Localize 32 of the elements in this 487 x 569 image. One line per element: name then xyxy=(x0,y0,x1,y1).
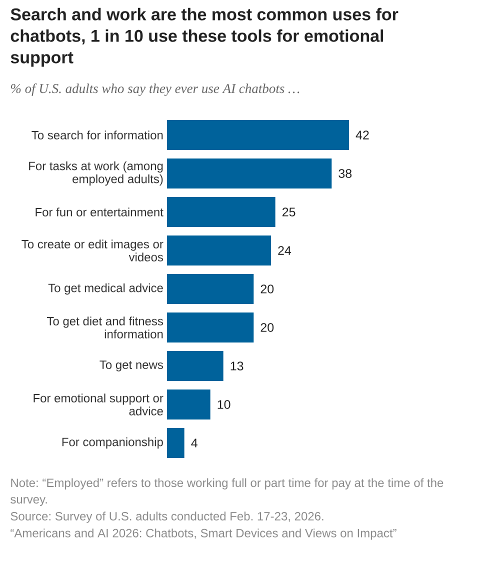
y-tick-label: To create or edit images or videos xyxy=(22,240,164,262)
y-tick-label: To search for information xyxy=(32,130,163,140)
chart-subtitle: % of U.S. adults who say they ever use AI chatbots … xyxy=(10,83,300,96)
bar xyxy=(167,158,332,189)
bar xyxy=(167,120,349,150)
text: Note: “Employed” refers to those working full or part time for pay at the time of the survey. xyxy=(10,478,444,506)
data-label: 20 xyxy=(260,284,274,294)
bar xyxy=(167,236,271,266)
bar xyxy=(167,351,224,382)
y-tick-label: For fun or entertainment xyxy=(36,208,164,216)
y-tick-label: For companionship xyxy=(62,437,163,449)
data-label: 42 xyxy=(356,130,369,140)
bar xyxy=(167,197,276,227)
bar xyxy=(167,428,184,458)
bar xyxy=(167,274,254,304)
bar xyxy=(167,312,254,343)
data-label: 25 xyxy=(282,208,296,216)
data-label: 38 xyxy=(338,169,352,178)
y-tick-label: To get news xyxy=(100,360,164,372)
data-label: 20 xyxy=(260,323,274,332)
chart-title: Search and work are the most common uses for chatbots, 1 in 10 use these tools for emotional support xyxy=(10,8,398,67)
y-tick-label: To get medical advice xyxy=(48,283,163,295)
data-label: 13 xyxy=(230,362,244,370)
data-label: 4 xyxy=(191,438,198,448)
y-tick-label: For tasks at work (among employed adults) xyxy=(29,161,163,186)
bar xyxy=(167,390,210,420)
data-label: 10 xyxy=(218,400,230,409)
y-tick-label: To get diet and fitness information xyxy=(46,316,164,338)
source-note: Source: Survey of U.S. adults conducted Feb. 17-23, 2026. xyxy=(10,512,324,523)
data-label: 24 xyxy=(278,246,292,255)
y-tick-label: For emotional support or advice xyxy=(34,394,164,416)
text: “Americans and AI 2026: Chatbots, Smart Devices and Views on Impact” xyxy=(10,528,396,540)
